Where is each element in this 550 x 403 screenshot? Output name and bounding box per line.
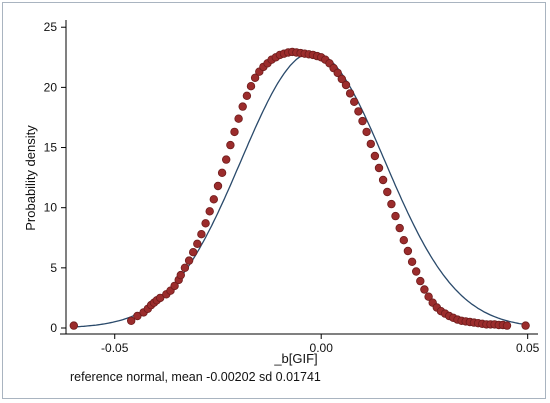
y-tick-label: 25 bbox=[44, 20, 58, 34]
data-point bbox=[383, 187, 392, 197]
y-tick-label: 10 bbox=[44, 201, 58, 215]
data-point bbox=[420, 285, 429, 294]
data-point bbox=[345, 89, 355, 98]
data-point bbox=[234, 114, 243, 123]
data-point bbox=[407, 257, 417, 266]
data-point bbox=[209, 195, 218, 204]
data-point bbox=[201, 219, 210, 228]
data-point bbox=[193, 239, 202, 248]
plot-area bbox=[69, 47, 530, 330]
data-point bbox=[521, 321, 530, 330]
chart-note: reference normal, mean -0.00202 sd 0.017… bbox=[70, 370, 321, 384]
normal-reference-line bbox=[73, 51, 528, 328]
data-point bbox=[502, 321, 512, 330]
data-point bbox=[350, 97, 359, 106]
data-point bbox=[424, 292, 433, 301]
data-point bbox=[337, 74, 346, 84]
data-point bbox=[412, 267, 421, 276]
data-point bbox=[170, 281, 179, 291]
chart-frame bbox=[2, 2, 546, 399]
data-point bbox=[250, 73, 260, 82]
data-point bbox=[180, 263, 190, 272]
data-point bbox=[188, 247, 198, 257]
data-point bbox=[366, 139, 375, 149]
data-point bbox=[221, 155, 231, 164]
data-point bbox=[205, 207, 214, 216]
y-axis-label: Probability density bbox=[23, 125, 38, 231]
data-point bbox=[176, 270, 185, 280]
x-tick-label: 0.05 bbox=[516, 341, 540, 355]
data-point bbox=[378, 175, 388, 185]
axes: 0 5 10 15 20 25 -0.05 0.00 0.05 bbox=[44, 20, 540, 355]
data-point bbox=[133, 311, 142, 321]
data-point bbox=[416, 276, 425, 286]
data-point bbox=[217, 168, 227, 177]
data-point bbox=[399, 235, 408, 245]
data-point bbox=[242, 91, 252, 100]
x-axis-label: _b[GIF] bbox=[273, 351, 317, 366]
data-point bbox=[226, 140, 235, 150]
data-point bbox=[395, 223, 404, 233]
data-point bbox=[69, 321, 78, 330]
data-point bbox=[391, 211, 400, 221]
data-point bbox=[341, 80, 351, 90]
data-point bbox=[374, 163, 384, 173]
data-point bbox=[246, 81, 256, 91]
data-point bbox=[184, 256, 194, 265]
data-point bbox=[197, 229, 206, 239]
data-point bbox=[155, 293, 165, 303]
y-tick-label: 0 bbox=[50, 321, 57, 335]
y-tick-label: 5 bbox=[50, 261, 57, 275]
data-point bbox=[354, 107, 363, 116]
data-point bbox=[403, 246, 413, 256]
data-point bbox=[370, 151, 380, 161]
y-tick-label: 15 bbox=[44, 141, 58, 155]
y-tick-label: 20 bbox=[44, 80, 58, 94]
data-point bbox=[358, 116, 367, 126]
data-point bbox=[213, 181, 223, 191]
data-point bbox=[238, 102, 247, 111]
x-tick-label: 0.00 bbox=[310, 341, 334, 355]
data-point bbox=[230, 127, 239, 137]
data-point bbox=[126, 316, 136, 325]
data-point bbox=[362, 127, 371, 137]
data-point bbox=[387, 199, 396, 209]
data-point bbox=[333, 68, 342, 78]
x-tick-label: -0.05 bbox=[101, 341, 129, 355]
